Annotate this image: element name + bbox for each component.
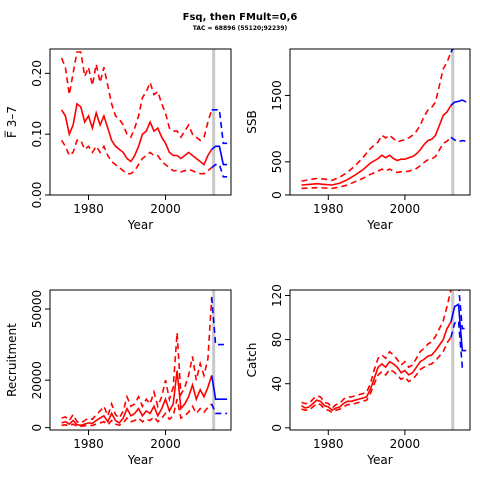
f-forecast-upper-line xyxy=(211,109,228,145)
ssb-historic-estimate-line xyxy=(301,104,452,186)
f-forecast-estimate-line xyxy=(211,145,228,166)
catch-panel: 1980 2000 0 40 80 120 Year Catch xyxy=(245,284,471,467)
ssb-y-tick-label: 0 xyxy=(270,191,284,199)
ssb-historic-lower-line xyxy=(301,136,452,190)
f-x-tick-label: 1980 xyxy=(73,202,104,216)
catch-plot-frame xyxy=(289,289,471,431)
ssb-y-tick-label: 500 xyxy=(270,150,284,173)
catch-y-tick-label: 120 xyxy=(270,284,284,307)
f-x-axis-label: Year xyxy=(127,218,153,232)
recruitment-historic-upper-line xyxy=(61,297,213,424)
recruitment-forecast-upper-line xyxy=(210,297,228,346)
f-y-tick-label: 0.00 xyxy=(30,182,44,209)
ssb-forecast-estimate-line xyxy=(450,99,467,107)
f-y-tick-label: 0.10 xyxy=(30,121,44,148)
f-plot-frame xyxy=(49,48,232,196)
ssb-y-axis-label: SSB xyxy=(245,110,259,133)
ssb-x-tick-label: 1980 xyxy=(313,202,344,216)
f-historic-estimate-line xyxy=(60,102,213,166)
f-panel: 1980 2000 0.00 0.10 0.20 Year F̅ 3–7 xyxy=(4,48,232,232)
recruitment-x-tick-label: 1980 xyxy=(73,437,104,451)
recruitment-series-group xyxy=(61,297,228,428)
recruitment-y-axis-label: Recruitment xyxy=(5,323,19,397)
recruitment-x-axis-label: Year xyxy=(127,453,153,467)
recruitment-plot-frame xyxy=(49,289,232,431)
f-historic-lower-line xyxy=(60,139,213,175)
figure-subtitle: TAC = 68896 (55120;92239) xyxy=(193,25,288,32)
catch-y-tick-label: 40 xyxy=(270,376,284,391)
catch-y-tick-label: 80 xyxy=(270,332,284,347)
recruitment-forecast-estimate-line xyxy=(210,375,228,401)
f-historic-upper-line xyxy=(60,51,213,142)
ssb-x-tick-label: 2000 xyxy=(390,202,421,216)
ssb-forecast-lower-line xyxy=(450,136,467,143)
catch-x-tick-label: 1980 xyxy=(313,437,344,451)
ssb-historic-upper-line xyxy=(301,52,452,182)
f-y-tick-label: 0.20 xyxy=(30,60,44,87)
recruitment-y-tick-label: 0 xyxy=(30,424,44,432)
catch-forecast-upper-line xyxy=(450,290,467,330)
catch-historic-estimate-line xyxy=(301,321,452,412)
f-forecast-lower-line xyxy=(211,163,228,178)
recruitment-y-tick-label: 20000 xyxy=(30,361,44,399)
recruitment-historic-estimate-line xyxy=(61,370,213,427)
f-x-tick-label: 2000 xyxy=(150,202,181,216)
ssb-plot-frame xyxy=(289,48,471,196)
f-series-group xyxy=(60,51,228,178)
recruitment-forecast-lower-line xyxy=(210,403,228,415)
f-y-axis-label: F̅ 3–7 xyxy=(4,106,19,138)
ssb-x-axis-label: Year xyxy=(366,218,392,232)
catch-x-axis-label: Year xyxy=(366,453,392,467)
recruitment-historic-lower-line xyxy=(61,399,213,428)
catch-forecast-estimate-line xyxy=(450,302,467,352)
ssb-series-group xyxy=(301,49,467,190)
catch-y-axis-label: Catch xyxy=(245,343,259,378)
recruitment-y-tick-label: 50000 xyxy=(30,290,44,328)
catch-y-tick-label: 0 xyxy=(270,424,284,432)
ssb-panel: 1980 2000 0 500 1500 Year SSB xyxy=(245,48,471,232)
catch-x-tick-label: 2000 xyxy=(390,437,421,451)
ssb-y-tick-label: 1500 xyxy=(270,80,284,111)
figure-title: Fsq, then FMult=0,6 xyxy=(183,12,298,23)
catch-historic-upper-line xyxy=(301,290,452,410)
catch-series-group xyxy=(301,290,467,414)
recruitment-x-tick-label: 2000 xyxy=(150,437,181,451)
